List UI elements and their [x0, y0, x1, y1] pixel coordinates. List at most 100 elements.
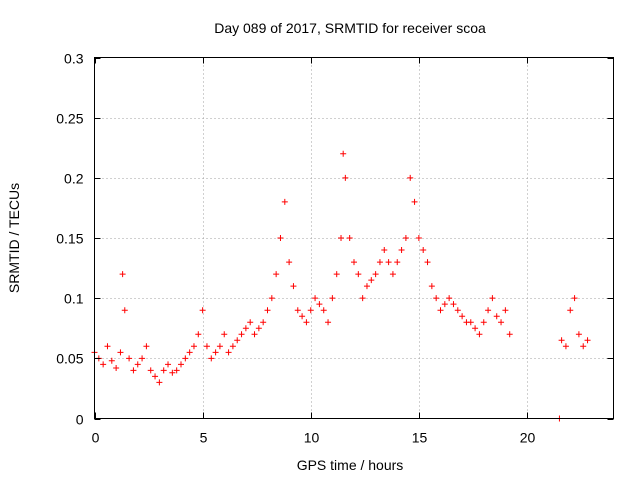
data-point [286, 259, 293, 266]
data-point [312, 295, 319, 302]
data-point [186, 349, 193, 356]
data-point [372, 271, 379, 278]
data-point [113, 364, 120, 371]
grid-layer [94, 57, 614, 419]
data-point [329, 295, 336, 302]
data-point [273, 271, 280, 278]
data-point [281, 198, 288, 205]
data-point [342, 174, 349, 181]
data-point [333, 271, 340, 278]
data-point [152, 373, 159, 380]
data-point [208, 355, 215, 362]
data-point [472, 325, 479, 332]
chart-title: Day 089 of 2017, SRMTID for receiver sco… [214, 20, 486, 36]
data-point [407, 174, 414, 181]
data-point [498, 319, 505, 326]
data-point [216, 343, 223, 350]
data-point [303, 319, 310, 326]
data-point [433, 295, 440, 302]
data-point [178, 361, 184, 368]
data-point [221, 331, 228, 338]
data-point [260, 319, 267, 326]
data-point [376, 259, 383, 266]
y-tick-label: 0.25 [56, 111, 83, 127]
x-tick-label: 5 [200, 430, 208, 446]
data-point [346, 235, 353, 241]
data-point [238, 331, 245, 338]
data-point [195, 331, 202, 338]
y-tick-label: 0.2 [64, 171, 84, 187]
data-point [212, 349, 219, 356]
data-point [446, 295, 453, 302]
data-point [199, 307, 206, 314]
data-point [506, 331, 513, 338]
data-point [575, 331, 582, 338]
data-point [338, 235, 345, 241]
data-point [385, 259, 392, 266]
data-point [255, 325, 262, 332]
y-axis-label: SRMTID / TECUs [6, 183, 22, 293]
data-point [117, 349, 124, 356]
data-point [126, 355, 133, 362]
data-point [562, 343, 569, 350]
data-point [489, 295, 496, 302]
data-point [242, 325, 249, 332]
data-point [203, 343, 210, 350]
data-point [363, 283, 370, 290]
data-point [355, 271, 362, 278]
plot-frame [94, 57, 614, 419]
data-point [368, 277, 375, 284]
y-tick-label: 0.1 [64, 291, 84, 307]
data-point [584, 337, 591, 344]
data-point [415, 235, 422, 241]
data-point [143, 343, 150, 350]
data-point [359, 295, 366, 302]
x-axis-label: GPS time / hours [297, 457, 404, 473]
data-point [234, 337, 241, 344]
data-point [502, 307, 509, 314]
point-layer [91, 150, 591, 422]
data-point [558, 337, 565, 344]
data-point [139, 355, 146, 362]
y-tick-label: 0.3 [64, 51, 84, 67]
x-tick-label: 0 [92, 430, 100, 446]
data-point [294, 307, 301, 314]
data-point [351, 259, 357, 266]
data-point [437, 307, 444, 314]
data-point [165, 361, 172, 368]
y-tick-label: 0.05 [56, 351, 83, 367]
x-tick-label: 15 [412, 430, 428, 446]
data-point [277, 235, 284, 241]
y-tick-label: 0.15 [56, 231, 83, 247]
tick-label-layer: 0 5 10 15 20 0 0.05 0.1 0.15 0.2 0.25 0.3 [56, 51, 535, 446]
data-point [316, 301, 323, 308]
data-point [169, 369, 176, 376]
data-point [493, 313, 500, 320]
data-point [173, 367, 180, 374]
data-point [160, 367, 167, 374]
data-point [441, 301, 448, 308]
x-tick-label: 20 [520, 430, 536, 446]
data-point [307, 307, 314, 314]
data-point [225, 349, 232, 356]
data-point [121, 307, 128, 314]
data-point [147, 367, 154, 374]
data-point [325, 319, 332, 326]
data-point [567, 307, 574, 314]
data-point [424, 259, 431, 266]
data-point [394, 259, 401, 266]
data-point [580, 343, 587, 350]
data-point [299, 313, 306, 320]
data-point [134, 361, 141, 368]
data-point [130, 367, 137, 374]
data-point [100, 361, 107, 368]
data-point [290, 283, 297, 290]
data-point [108, 357, 115, 364]
data-point [571, 295, 578, 302]
data-point [402, 235, 409, 241]
data-point [480, 319, 487, 326]
data-point [420, 247, 427, 254]
data-point [156, 379, 163, 386]
data-point [381, 247, 388, 254]
